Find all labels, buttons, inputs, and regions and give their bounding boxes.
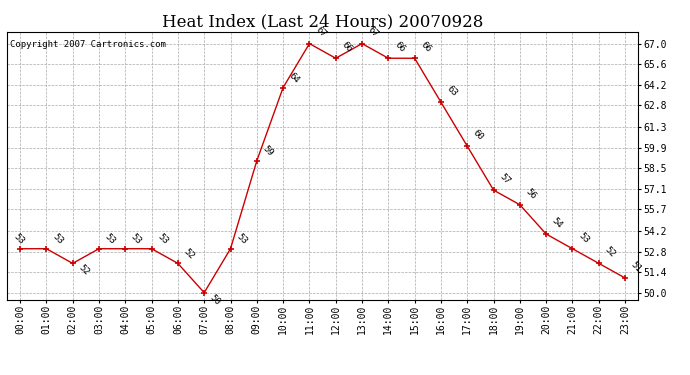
Text: 53: 53 xyxy=(130,232,144,246)
Text: 51: 51 xyxy=(629,260,643,274)
Text: 53: 53 xyxy=(103,232,117,246)
Text: Copyright 2007 Cartronics.com: Copyright 2007 Cartronics.com xyxy=(10,40,166,49)
Text: 50: 50 xyxy=(208,292,222,307)
Text: 66: 66 xyxy=(340,40,354,54)
Text: 60: 60 xyxy=(471,128,485,142)
Text: 63: 63 xyxy=(445,84,459,98)
Text: 53: 53 xyxy=(577,231,591,244)
Text: 66: 66 xyxy=(393,40,406,54)
Text: 54: 54 xyxy=(551,216,564,230)
Text: 67: 67 xyxy=(313,26,328,39)
Text: 57: 57 xyxy=(497,172,512,186)
Title: Heat Index (Last 24 Hours) 20070928: Heat Index (Last 24 Hours) 20070928 xyxy=(162,13,483,30)
Text: 53: 53 xyxy=(156,232,170,246)
Text: 53: 53 xyxy=(235,232,248,246)
Text: 64: 64 xyxy=(287,71,302,85)
Text: 52: 52 xyxy=(182,247,196,261)
Text: 52: 52 xyxy=(603,245,617,259)
Text: 52: 52 xyxy=(77,263,91,277)
Text: 59: 59 xyxy=(261,144,275,158)
Text: 53: 53 xyxy=(50,232,64,246)
Text: 56: 56 xyxy=(524,187,538,201)
Text: 66: 66 xyxy=(419,40,433,54)
Text: 53: 53 xyxy=(12,232,26,246)
Text: 67: 67 xyxy=(366,26,380,39)
